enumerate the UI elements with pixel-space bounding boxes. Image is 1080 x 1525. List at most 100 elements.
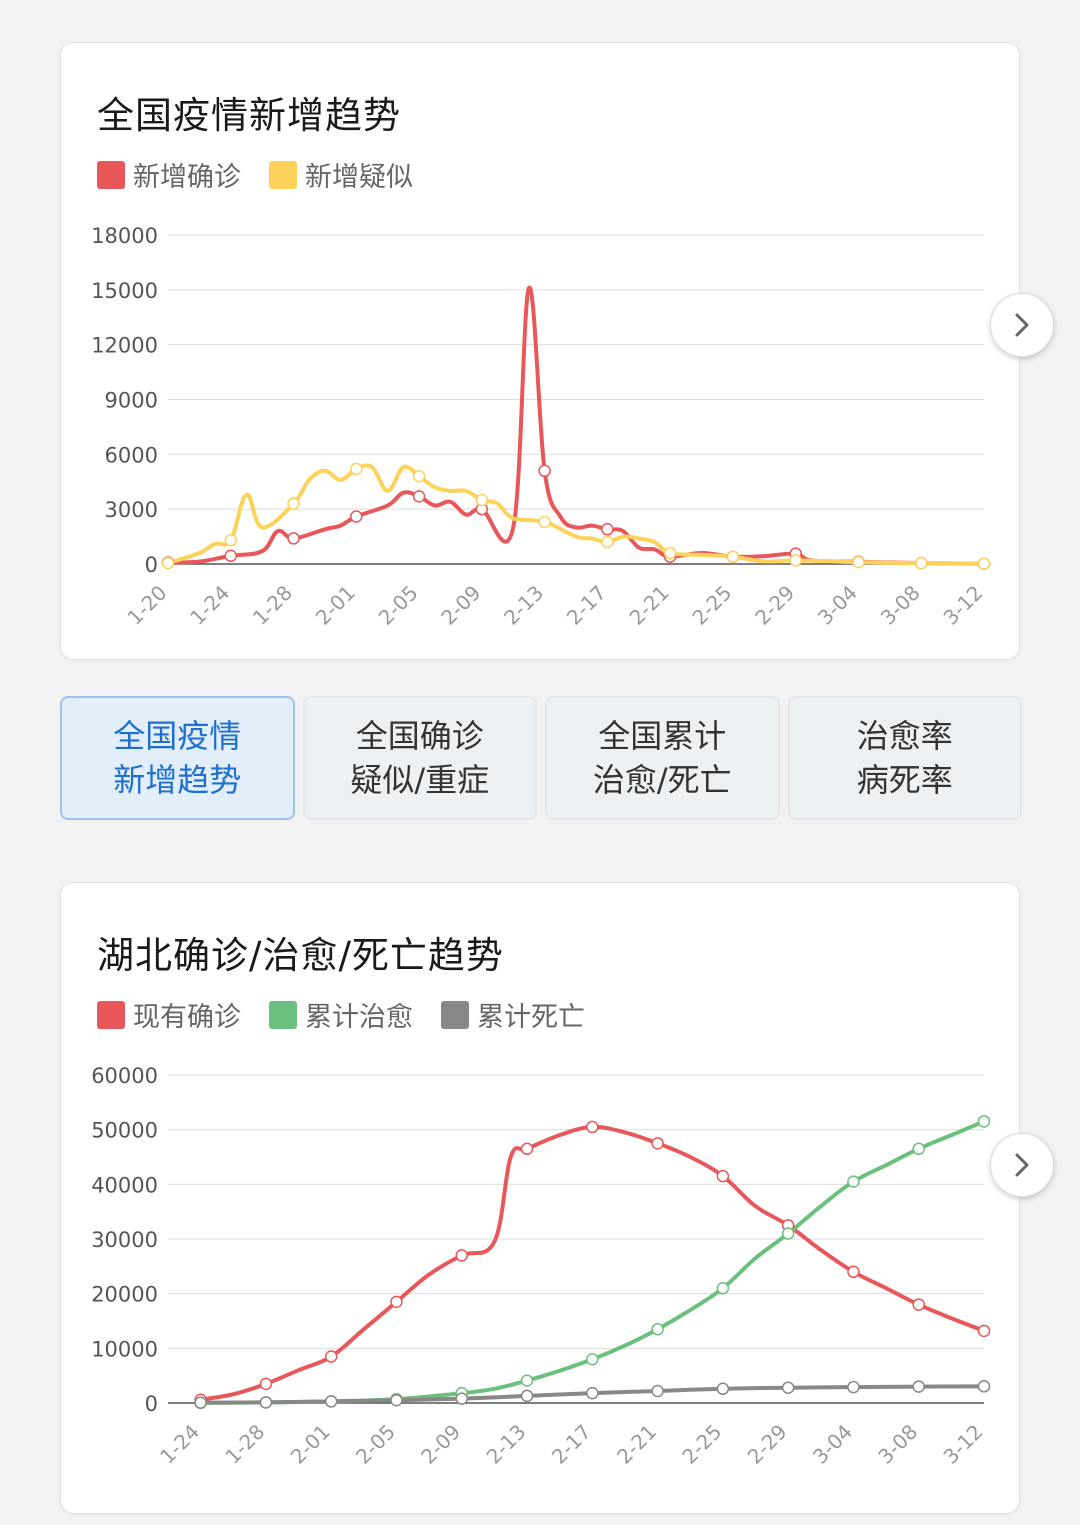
x-tick-label: 2-29 <box>743 1420 792 1469</box>
legend-label: 新增疑似 <box>305 162 413 193</box>
tab-label-line1: 治愈率 <box>856 717 953 755</box>
data-point[interactable] <box>977 1115 991 1128</box>
data-point[interactable] <box>194 1396 207 1409</box>
data-point[interactable] <box>912 1380 925 1393</box>
x-tick-label: 1-24 <box>155 1420 204 1469</box>
legend-item-total-dead[interactable]: 累计死亡 <box>441 995 585 1034</box>
chart-legend: 新增确诊 新增疑似 <box>97 155 413 194</box>
tab-national-cured-dead[interactable]: 全国累计 治愈/死亡 <box>545 696 780 820</box>
data-point[interactable] <box>651 1322 664 1336</box>
data-point[interactable] <box>912 1142 925 1156</box>
data-point[interactable] <box>852 555 865 569</box>
data-point[interactable] <box>520 1389 534 1403</box>
data-point[interactable] <box>716 1169 730 1183</box>
legend-label: 新增确诊 <box>133 162 241 193</box>
next-chart-button[interactable] <box>990 1133 1054 1197</box>
legend-label: 现有确诊 <box>133 1002 241 1033</box>
data-point[interactable] <box>350 462 363 476</box>
tab-label-line2: 新增趋势 <box>113 761 242 799</box>
data-point[interactable] <box>324 1395 338 1408</box>
data-point[interactable] <box>350 510 363 523</box>
data-point[interactable] <box>520 1374 534 1387</box>
y-tick-label: 0 <box>145 553 158 577</box>
data-point[interactable] <box>475 493 489 507</box>
legend-item-new-confirmed[interactable]: 新增确诊 <box>97 155 241 194</box>
data-point[interactable] <box>601 535 614 549</box>
x-tick-label: 3-12 <box>938 1420 987 1469</box>
legend-item-current-confirmed[interactable]: 现有确诊 <box>97 995 241 1034</box>
data-point[interactable] <box>601 523 614 536</box>
data-point[interactable] <box>259 1377 273 1391</box>
x-tick-label: 2-09 <box>416 1420 465 1469</box>
legend-swatch <box>269 1000 297 1029</box>
tab-cure-death-rate[interactable]: 治愈率 病死率 <box>787 696 1022 820</box>
data-point[interactable] <box>520 1142 534 1156</box>
legend-label: 累计死亡 <box>477 1002 585 1033</box>
y-tick-label: 60000 <box>91 1064 158 1088</box>
data-point[interactable] <box>716 1382 730 1396</box>
y-tick-label: 10000 <box>91 1337 158 1361</box>
tab-national-new-trend[interactable]: 全国疫情 新增趋势 <box>60 696 295 820</box>
chart-tabs: 全国疫情 新增趋势 全国确诊 疑似/重症 全国累计 治愈/死亡 治愈率 病死率 <box>60 696 1022 820</box>
x-tick-label: 2-21 <box>612 1420 661 1469</box>
data-point[interactable] <box>586 1353 599 1366</box>
y-tick-label: 15000 <box>91 279 158 303</box>
data-point[interactable] <box>716 1281 730 1295</box>
x-tick-label: 3-08 <box>873 1420 922 1469</box>
y-tick-label: 0 <box>145 1392 158 1416</box>
legend-swatch <box>269 160 297 189</box>
next-chart-button[interactable] <box>990 293 1054 357</box>
data-point[interactable] <box>977 557 991 570</box>
data-point[interactable] <box>586 1120 599 1134</box>
y-tick-label: 12000 <box>91 334 158 358</box>
tab-label-line1: 全国疫情 <box>113 717 242 755</box>
tab-label-line2: 疑似/重症 <box>350 761 490 799</box>
data-point[interactable] <box>390 1295 403 1309</box>
legend-swatch <box>441 1000 469 1029</box>
data-point[interactable] <box>455 1249 469 1262</box>
data-point[interactable] <box>586 1386 599 1400</box>
y-tick-label: 40000 <box>91 1173 158 1197</box>
x-tick-label: 3-04 <box>808 1420 857 1469</box>
hubei-trend-card: 湖北确诊/治愈/死亡趋势 现有确诊 累计治愈 累计死亡 <box>60 882 1020 1514</box>
data-point[interactable] <box>538 464 551 478</box>
data-point[interactable] <box>726 550 740 563</box>
data-point[interactable] <box>412 490 426 503</box>
data-point[interactable] <box>847 1380 860 1394</box>
x-tick-label: 2-25 <box>677 1420 726 1469</box>
data-point[interactable] <box>412 470 426 483</box>
data-point[interactable] <box>224 549 238 563</box>
legend-item-new-suspected[interactable]: 新增疑似 <box>269 155 413 194</box>
data-point[interactable] <box>651 1137 664 1150</box>
data-point[interactable] <box>847 1175 860 1188</box>
data-point[interactable] <box>663 546 677 560</box>
data-point[interactable] <box>287 532 300 545</box>
chart-title: 全国疫情新增趋势 <box>97 94 401 137</box>
data-point[interactable] <box>977 1380 991 1393</box>
x-tick-label: 2-01 <box>286 1420 335 1469</box>
data-point[interactable] <box>538 515 551 529</box>
data-point[interactable] <box>224 533 238 547</box>
data-point[interactable] <box>781 1381 795 1394</box>
data-point[interactable] <box>259 1396 273 1409</box>
data-point[interactable] <box>324 1350 338 1363</box>
data-point[interactable] <box>914 556 928 570</box>
data-point[interactable] <box>977 1324 991 1338</box>
data-point[interactable] <box>651 1384 664 1398</box>
x-tick-label: 2-17 <box>547 1420 596 1469</box>
data-point[interactable] <box>847 1265 860 1279</box>
data-point[interactable] <box>161 556 175 570</box>
data-point[interactable] <box>455 1392 469 1405</box>
data-point[interactable] <box>390 1394 403 1407</box>
legend-item-total-cured[interactable]: 累计治愈 <box>269 995 413 1034</box>
tab-label-line1: 全国累计 <box>598 717 727 755</box>
legend-swatch <box>97 1000 125 1029</box>
data-point[interactable] <box>912 1298 925 1311</box>
data-point[interactable] <box>781 1227 795 1240</box>
data-point[interactable] <box>287 497 300 510</box>
y-tick-label: 20000 <box>91 1283 158 1307</box>
tab-national-confirmed-suspected[interactable]: 全国确诊 疑似/重症 <box>302 696 537 820</box>
data-point[interactable] <box>789 554 802 567</box>
